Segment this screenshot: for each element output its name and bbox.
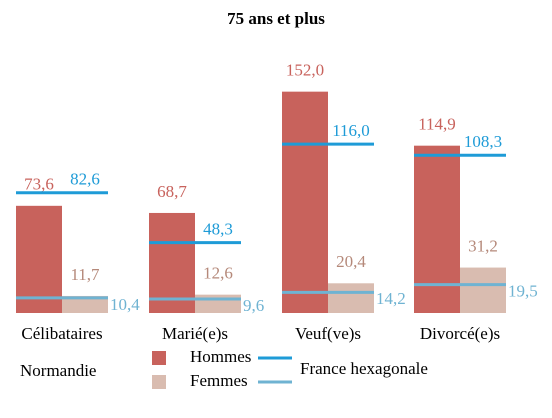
data-label: 20,4 xyxy=(336,252,366,271)
data-label: 68,7 xyxy=(157,182,187,201)
legend-title: Normandie xyxy=(20,361,96,380)
x-tick-label: Marié(e)s xyxy=(162,324,228,343)
reference-label: 82,6 xyxy=(70,170,100,189)
data-label: 73,6 xyxy=(24,175,54,194)
legend-label: Hommes xyxy=(190,347,251,366)
reference-label: 116,0 xyxy=(332,121,370,140)
x-tick-label: Divorcé(e)s xyxy=(420,324,500,343)
bar xyxy=(328,283,374,313)
bar xyxy=(62,295,108,313)
legend-label: Femmes xyxy=(190,371,248,390)
bar xyxy=(282,91,328,314)
data-label: 31,2 xyxy=(468,236,498,255)
reference-label: 14,2 xyxy=(376,289,406,308)
x-tick-label: Veuf(ve)s xyxy=(295,324,361,343)
chart-title: 75 ans et plus xyxy=(227,9,325,28)
reference-label: 19,5 xyxy=(508,282,538,301)
bar xyxy=(149,212,195,313)
reference-label: 10,4 xyxy=(110,295,140,314)
legend-label: France hexagonale xyxy=(300,359,428,378)
bar xyxy=(195,294,241,313)
data-label: 152,0 xyxy=(286,61,324,80)
data-label: 12,6 xyxy=(203,264,233,283)
x-tick-label: Célibataires xyxy=(21,324,102,343)
reference-label: 108,3 xyxy=(464,132,502,151)
reference-label: 9,6 xyxy=(243,296,264,315)
legend-swatch xyxy=(152,351,166,365)
bar xyxy=(414,145,460,313)
reference-label: 48,3 xyxy=(203,220,233,239)
bar xyxy=(460,267,506,313)
bar xyxy=(16,205,62,313)
legend-swatch xyxy=(152,375,166,389)
data-label: 114,9 xyxy=(418,115,456,134)
data-label: 11,7 xyxy=(70,265,100,284)
